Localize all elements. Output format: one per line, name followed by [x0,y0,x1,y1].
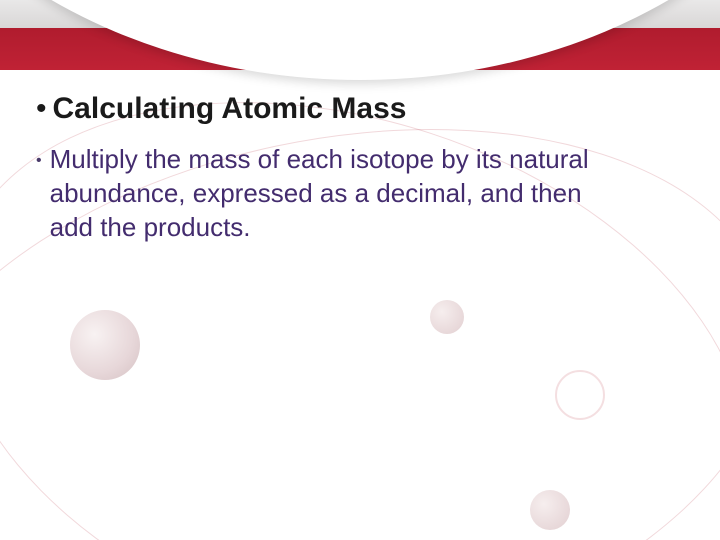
bg-atom-node [530,490,570,530]
slide-body-text: Multiply the mass of each isotope by its… [50,142,610,244]
body-row: • Multiply the mass of each isotope by i… [36,142,690,244]
bullet-icon: • [36,144,42,178]
bg-atom-ring [555,370,605,420]
slide-title: Calculating Atomic Mass [53,90,407,128]
bg-atom-node [430,300,464,334]
bg-atom-node [70,310,140,380]
slide-content: • Calculating Atomic Mass • Multiply the… [36,90,690,244]
bullet-icon: • [36,90,47,128]
bg-orbit-ellipse [0,6,720,540]
title-row: • Calculating Atomic Mass [36,90,690,128]
